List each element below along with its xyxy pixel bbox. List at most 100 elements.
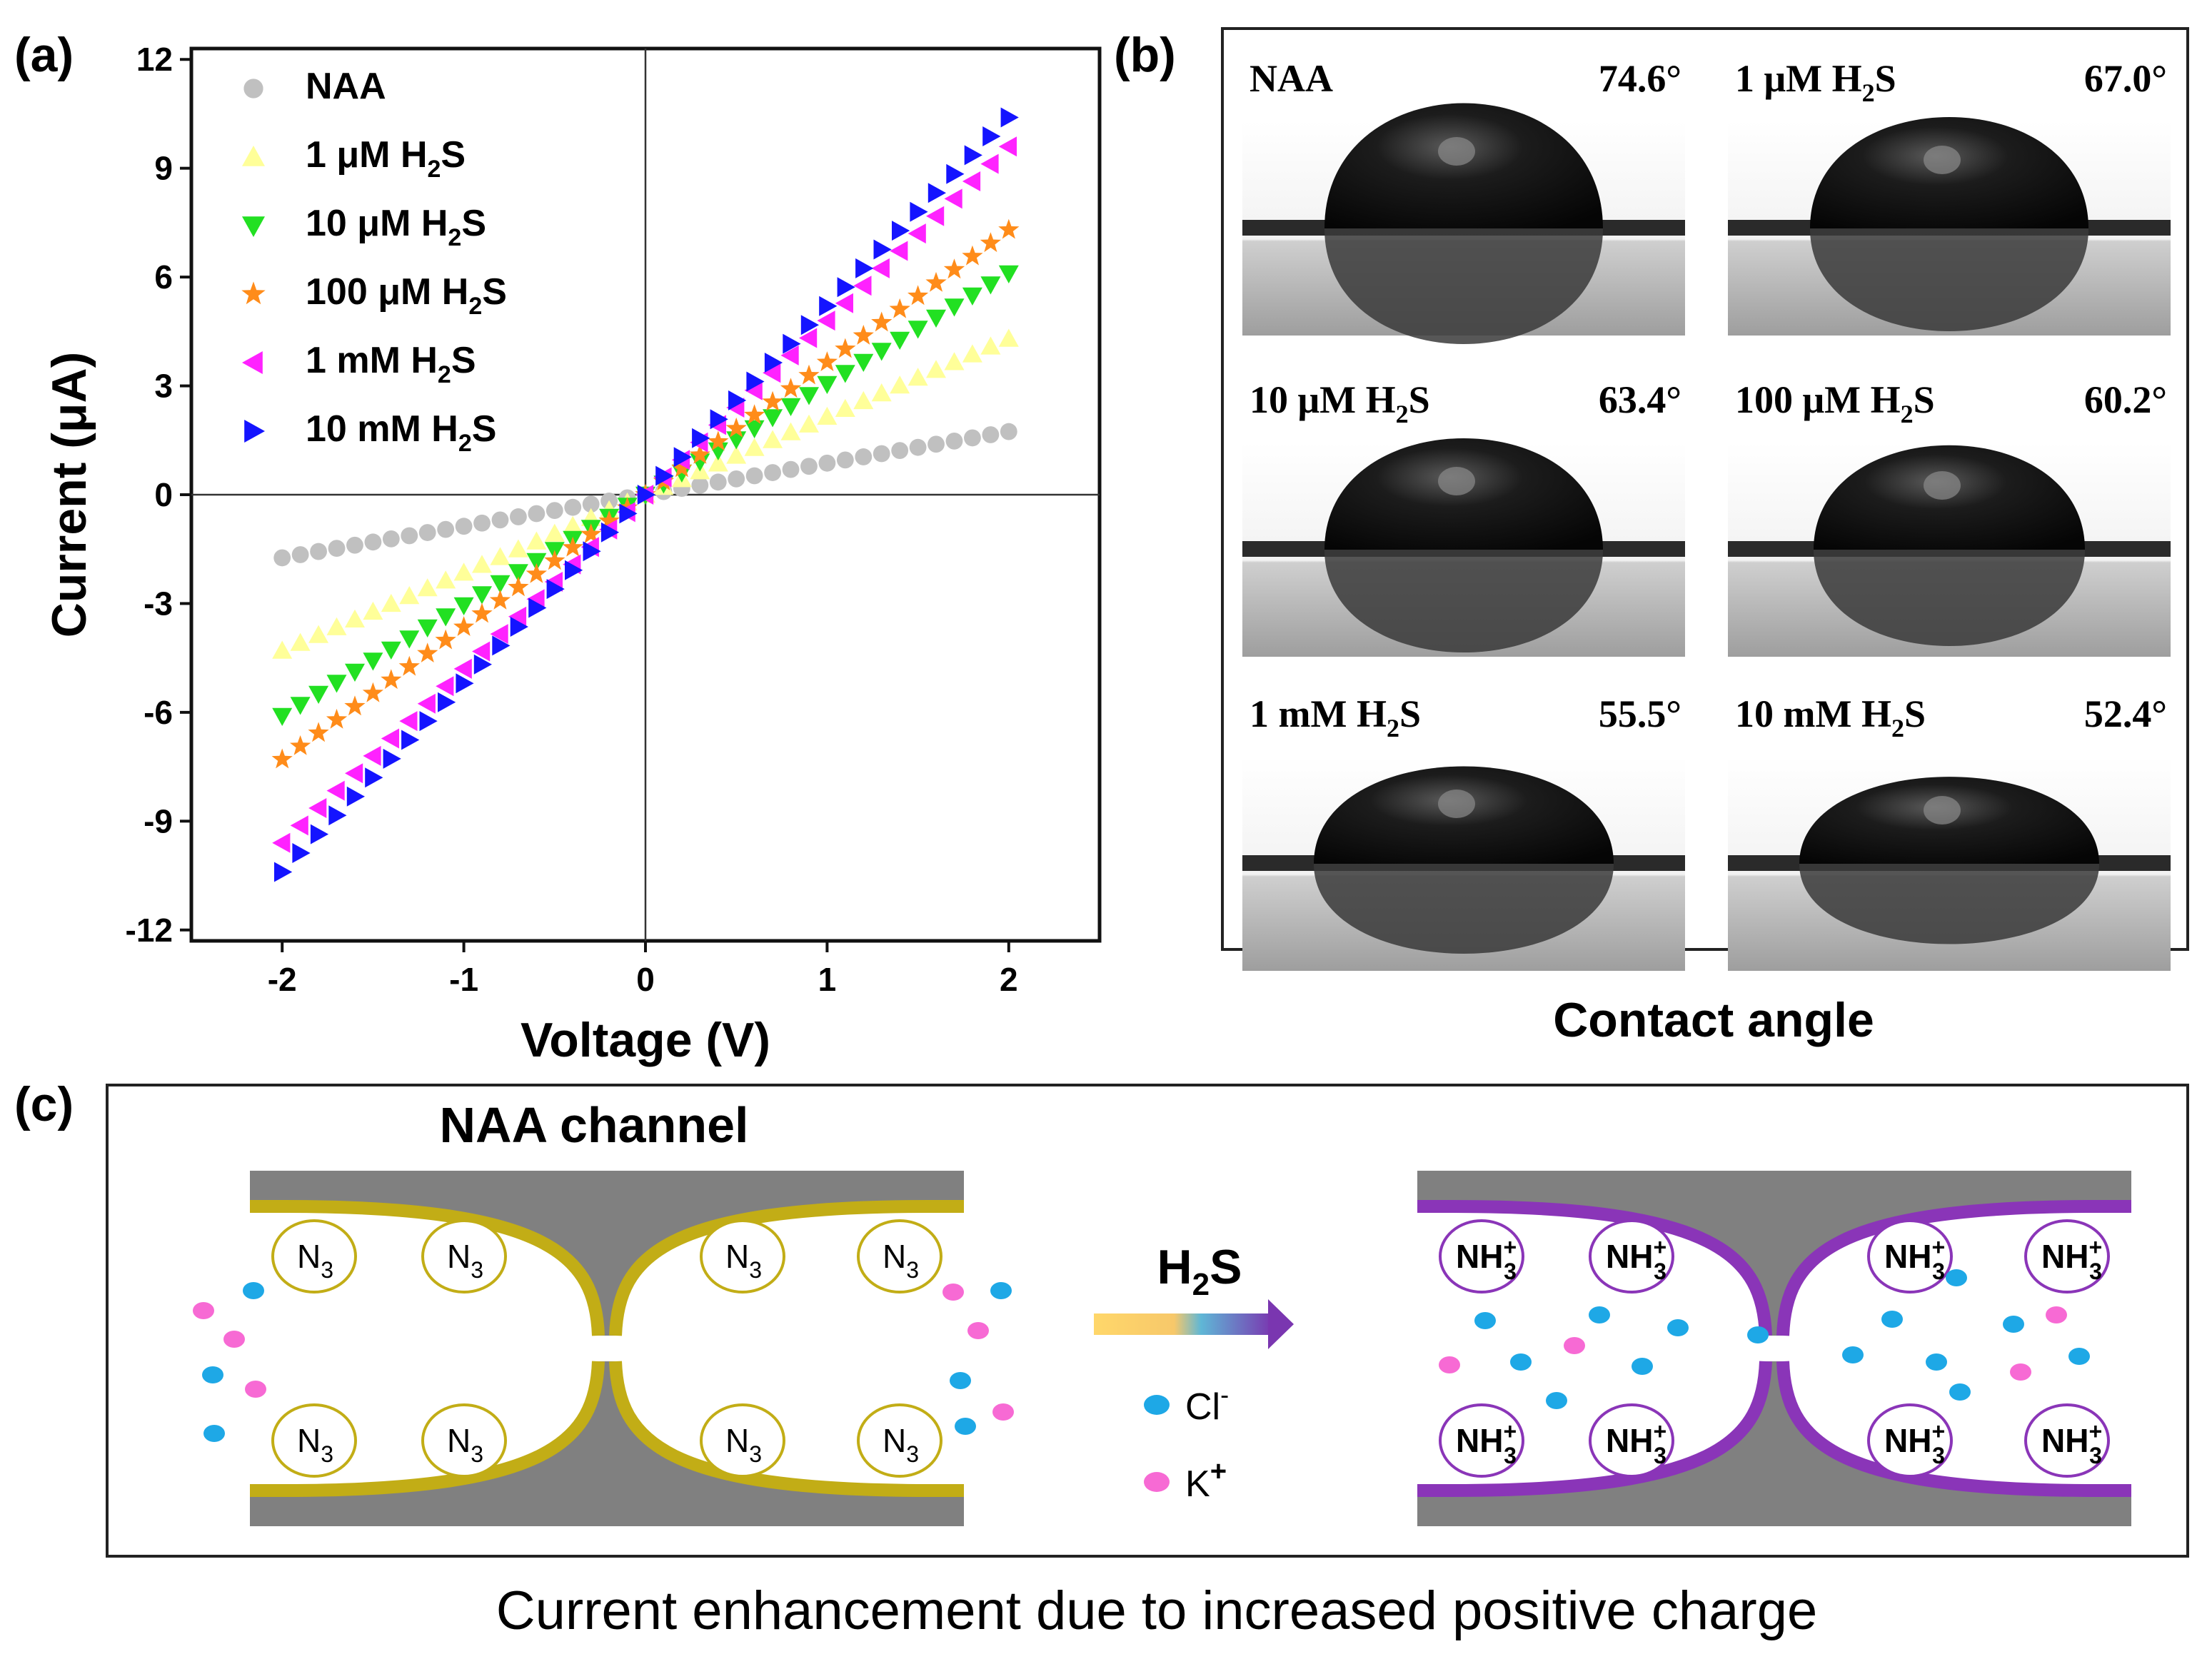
cl-ion xyxy=(1946,1269,1967,1286)
droplet-highlight xyxy=(1924,471,1961,500)
schematic-caption: Current enhancement due to increased pos… xyxy=(496,1580,1817,1641)
surface-coating-top xyxy=(1417,1200,2131,1336)
data-point xyxy=(908,368,928,386)
data-point xyxy=(799,387,819,405)
data-point xyxy=(944,352,965,370)
data-point xyxy=(780,378,802,398)
data-point xyxy=(399,586,420,605)
cl-ion xyxy=(1546,1392,1567,1409)
data-point xyxy=(598,510,620,530)
data-point xyxy=(417,693,436,714)
k-ion xyxy=(942,1284,964,1301)
data-point xyxy=(800,458,818,475)
data-point xyxy=(326,780,345,801)
data-point xyxy=(708,453,728,472)
data-point xyxy=(1000,107,1019,128)
panel-c-label: (c) xyxy=(14,1077,74,1131)
panel-b: (b) NAA 74.6° 1 μM H2S 67.0°10 μM H2S 63.4° 1… xyxy=(1114,27,2189,1047)
data-point xyxy=(745,467,763,485)
data-point xyxy=(544,523,565,542)
data-point xyxy=(798,364,820,385)
data-point xyxy=(764,353,783,373)
n3-group: N3 xyxy=(421,1219,507,1294)
data-point xyxy=(835,338,856,358)
legend-marker xyxy=(242,351,263,374)
n3-group: N3 xyxy=(421,1403,507,1478)
y-axis-ticks: 12 9 6 3 0 -3 -6 -9 -12 xyxy=(126,41,191,949)
data-point xyxy=(399,711,418,732)
data-point xyxy=(401,730,420,750)
data-point xyxy=(490,624,508,645)
contact-angle-image: 100 μM H2S 60.2° xyxy=(1728,378,2171,657)
nh3-plus-group: NH+ 3 xyxy=(1589,1219,1674,1294)
cl-ion xyxy=(1842,1346,1864,1363)
n3-group: N3 xyxy=(857,1403,942,1478)
data-point xyxy=(417,578,438,597)
sample-label: 1 mM H2S xyxy=(1250,692,1421,742)
y-tick-label: 0 xyxy=(154,476,173,513)
data-point xyxy=(274,862,293,882)
data-point xyxy=(308,625,329,643)
data-point xyxy=(436,608,456,627)
data-point xyxy=(890,241,908,261)
data-point xyxy=(853,325,874,345)
data-point xyxy=(308,685,329,704)
cl-ion-label: Cl- xyxy=(1185,1380,1229,1428)
cl-ion xyxy=(1881,1311,1903,1328)
data-point xyxy=(816,351,838,371)
data-point xyxy=(362,682,383,702)
svg-text:N3: N3 xyxy=(297,1238,333,1283)
nh3-plus-group: NH+ 3 xyxy=(1867,1219,1953,1294)
data-point xyxy=(709,473,727,491)
cl-ion xyxy=(1926,1353,1947,1371)
data-point xyxy=(491,511,509,529)
data-point xyxy=(962,245,983,266)
data-point xyxy=(708,430,729,451)
data-point xyxy=(908,321,928,339)
data-point xyxy=(873,445,890,463)
sample-label: 10 μM H2S xyxy=(1250,378,1430,428)
data-point xyxy=(438,692,456,712)
data-point xyxy=(926,360,946,378)
data-point xyxy=(510,508,527,525)
data-point xyxy=(583,541,601,562)
n3-group: N3 xyxy=(700,1219,785,1294)
data-point xyxy=(398,655,420,676)
data-point xyxy=(728,390,747,410)
data-point xyxy=(998,328,1019,347)
data-point xyxy=(546,579,565,600)
data-point xyxy=(271,748,293,769)
data-point xyxy=(508,576,529,597)
data-point xyxy=(818,454,836,472)
data-point xyxy=(619,503,638,524)
data-point xyxy=(655,465,674,486)
legend-marker xyxy=(242,146,265,166)
data-point xyxy=(945,432,963,450)
data-point xyxy=(290,632,311,651)
data-point xyxy=(310,543,327,560)
data-point xyxy=(580,523,602,544)
svg-text:N3: N3 xyxy=(447,1238,483,1283)
data-point xyxy=(783,333,801,354)
data-point xyxy=(365,767,383,788)
data-point xyxy=(910,201,928,222)
y-tick-label: 3 xyxy=(154,368,173,405)
data-point xyxy=(817,311,835,331)
data-point xyxy=(490,575,511,593)
data-point xyxy=(346,536,363,554)
droplet-reflection xyxy=(1814,550,2085,646)
data-point xyxy=(363,745,381,766)
data-point xyxy=(290,815,308,836)
data-point xyxy=(944,188,962,209)
sample-label: 100 μM H2S xyxy=(1735,378,1935,428)
data-point xyxy=(782,460,800,478)
n3-group: N3 xyxy=(271,1219,357,1294)
data-point xyxy=(508,539,528,558)
data-point xyxy=(925,271,947,292)
data-point xyxy=(744,420,765,438)
data-point xyxy=(582,495,600,513)
k-ion xyxy=(1564,1337,1585,1354)
data-point xyxy=(726,445,747,464)
k-ion xyxy=(992,1403,1014,1421)
